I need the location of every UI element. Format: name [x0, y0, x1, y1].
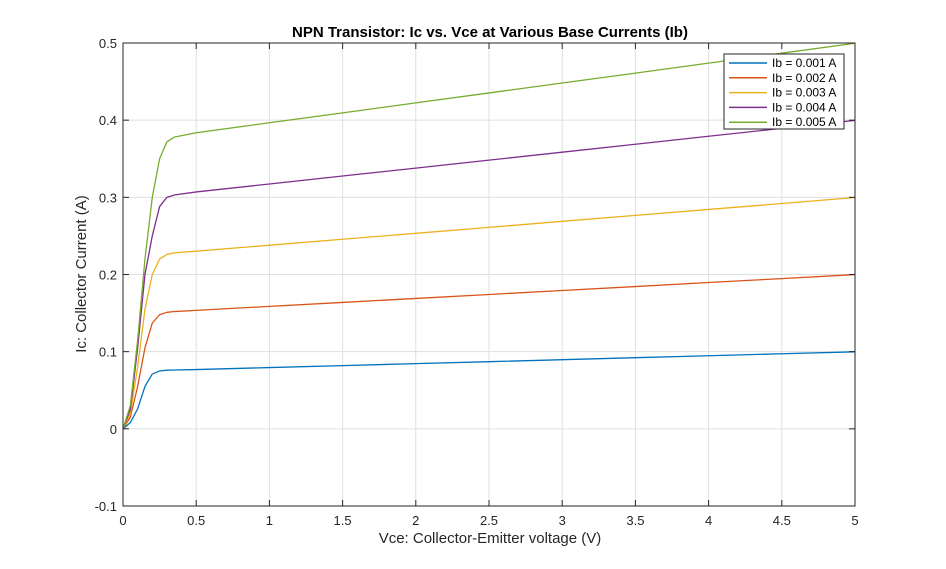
y-tick-label: 0.1	[99, 345, 117, 360]
series-line-1	[122, 351, 856, 430]
x-axis-label: Vce: Collector-Emitter voltage (V)	[379, 530, 602, 547]
legend-label-4: Ib = 0.004 A	[772, 100, 836, 114]
x-tick-label: 3.5	[626, 513, 644, 528]
legend-label-1: Ib = 0.001 A	[772, 56, 836, 70]
legend-label-3: Ib = 0.003 A	[772, 86, 836, 100]
series-line-5	[122, 42, 856, 430]
legend-label-2: Ib = 0.002 A	[772, 71, 836, 85]
y-tick-label: 0.5	[99, 36, 117, 51]
x-tick-label: 1	[266, 513, 273, 528]
legend: Ib = 0.001 AIb = 0.002 AIb = 0.003 AIb =…	[723, 53, 845, 130]
x-tick-label: 3	[559, 513, 566, 528]
axis-ticks	[122, 42, 856, 507]
series-line-4	[122, 119, 856, 430]
x-tick-label: 1.5	[334, 513, 352, 528]
y-tick-label: 0.4	[99, 113, 117, 128]
y-axis-label: Ic: Collector Current (A)	[73, 195, 90, 353]
y-tick-label: -0.1	[95, 499, 117, 514]
y-tick-label: 0	[110, 422, 117, 437]
series-line-2	[122, 273, 856, 430]
legend-label-5: Ib = 0.005 A	[772, 115, 836, 129]
x-tick-label: 2.5	[480, 513, 498, 528]
y-tick-label: 0.2	[99, 268, 117, 283]
x-tick-label: 2	[412, 513, 419, 528]
x-tick-label: 0	[119, 513, 126, 528]
y-tick-label: 0.3	[99, 190, 117, 205]
legend-box	[723, 53, 845, 130]
legend-items: Ib = 0.001 AIb = 0.002 AIb = 0.003 AIb =…	[729, 56, 836, 129]
series-lines	[122, 42, 856, 430]
x-tick-label: 5	[851, 513, 858, 528]
x-tick-label: 4.5	[773, 513, 791, 528]
x-tick-label: 0.5	[187, 513, 205, 528]
chart-title: NPN Transistor: Ic vs. Vce at Various Ba…	[292, 24, 688, 41]
tick-labels: 0 0.5 1 1.5 2 2.5 3 3.5 4 4.5 5-0.100.10.20.30.40.…	[95, 36, 859, 528]
series-line-3	[122, 196, 856, 430]
x-tick-label: 4	[705, 513, 712, 528]
